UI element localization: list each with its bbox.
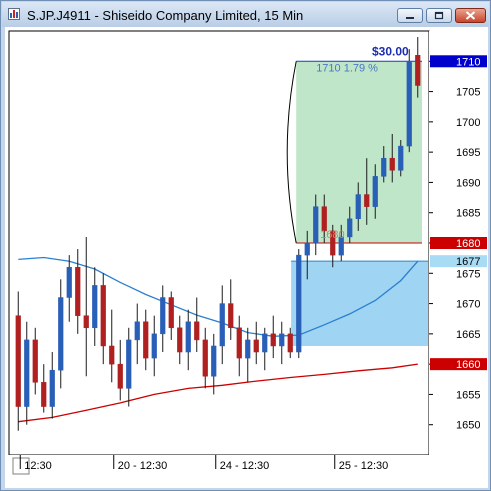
candle-body bbox=[66, 266, 72, 298]
slow-moving-average-line bbox=[18, 363, 418, 423]
candle-body bbox=[75, 266, 81, 316]
target-label: 1710 1.79 % bbox=[316, 62, 378, 74]
entry-label: 1680 bbox=[320, 229, 344, 241]
candle-body bbox=[202, 339, 208, 377]
y-tick-label: 1650 bbox=[456, 420, 480, 432]
candle-body bbox=[279, 333, 285, 347]
y-tick-label: 1665 bbox=[456, 329, 480, 341]
y-tick-label: 1705 bbox=[456, 87, 480, 99]
candle-body bbox=[151, 333, 157, 359]
candle-body bbox=[15, 315, 21, 407]
price-label-box bbox=[430, 55, 487, 68]
candle-body bbox=[304, 242, 310, 256]
corner-box bbox=[12, 457, 30, 475]
maximize-button[interactable] bbox=[426, 8, 452, 23]
candle-body bbox=[185, 321, 191, 353]
price-label-text: 1677 bbox=[456, 256, 480, 268]
candle-body bbox=[92, 285, 98, 329]
close-icon bbox=[465, 11, 476, 20]
y-tick-label: 1670 bbox=[456, 299, 480, 311]
candle-body bbox=[109, 345, 115, 365]
candle-body bbox=[406, 61, 412, 147]
price-label-text: 1680 bbox=[456, 238, 480, 250]
candle-body bbox=[219, 303, 225, 347]
minimize-icon bbox=[406, 17, 414, 19]
title-bar[interactable]: S.JP.J4911 - Shiseido Company Limited, 1… bbox=[2, 2, 489, 27]
maximize-icon bbox=[434, 11, 444, 20]
y-tick-label: 1690 bbox=[456, 177, 480, 189]
candle-body bbox=[194, 321, 200, 341]
candle-body bbox=[160, 297, 166, 335]
price-label-text: 1710 bbox=[456, 56, 480, 68]
app-icon bbox=[8, 8, 20, 20]
candle-body bbox=[100, 285, 106, 347]
candle-body bbox=[372, 176, 378, 207]
price-label-box bbox=[430, 237, 487, 249]
y-tick-label: 1695 bbox=[456, 147, 480, 159]
candle-body bbox=[211, 345, 217, 377]
candle-body bbox=[245, 339, 251, 359]
minimize-button[interactable] bbox=[397, 8, 423, 23]
window-title: S.JP.J4911 - Shiseido Company Limited, 1… bbox=[27, 8, 304, 23]
candle-body bbox=[126, 339, 132, 389]
candle-body bbox=[41, 382, 47, 407]
candle-body bbox=[321, 206, 327, 232]
candle-body bbox=[296, 254, 302, 353]
candle-body bbox=[177, 327, 183, 353]
candle-body bbox=[270, 333, 276, 347]
candle-body bbox=[253, 339, 259, 353]
price-label-box bbox=[430, 358, 487, 371]
candle-body bbox=[262, 333, 268, 353]
profit-label: $30.00 bbox=[372, 44, 409, 58]
price-label-box bbox=[430, 255, 487, 268]
candle-body bbox=[168, 297, 174, 329]
candle-body bbox=[398, 145, 404, 171]
candle-body bbox=[236, 327, 242, 359]
candle-body bbox=[415, 54, 421, 86]
candle-body bbox=[355, 194, 361, 220]
candle-body bbox=[24, 339, 30, 407]
candle-body bbox=[117, 363, 123, 389]
candle-body bbox=[143, 321, 149, 359]
y-tick-label: 1655 bbox=[456, 389, 480, 401]
candle-body bbox=[381, 157, 387, 177]
x-tick-label: 24 - 12:30 bbox=[220, 460, 270, 472]
x-tick-label: 12:30 bbox=[24, 460, 52, 472]
candle-body bbox=[49, 369, 55, 407]
candle-body bbox=[338, 236, 344, 256]
x-tick-label: 25 - 12:30 bbox=[339, 460, 389, 472]
x-axis-band bbox=[5, 455, 488, 488]
trade-bracket bbox=[286, 61, 297, 244]
candle-body bbox=[58, 297, 64, 371]
y-tick-label: 1675 bbox=[456, 268, 480, 280]
chart-area[interactable]: $30.00 1710 1.79 % 1680 1650 1655 1660 1665 167… bbox=[5, 27, 488, 488]
price-chart[interactable]: $30.00 1710 1.79 % 1680 1650 1655 1660 1665 167… bbox=[5, 27, 488, 488]
price-label-text: 1660 bbox=[456, 359, 480, 371]
candle-body bbox=[134, 321, 140, 341]
candle-body bbox=[347, 218, 353, 238]
candle-body bbox=[313, 206, 319, 244]
candle-body bbox=[228, 303, 234, 329]
x-tick-label: 20 - 12:30 bbox=[118, 460, 168, 472]
candle-body bbox=[330, 230, 336, 256]
candle-body bbox=[389, 157, 395, 171]
y-tick-label: 1700 bbox=[456, 117, 480, 129]
close-button[interactable] bbox=[455, 8, 486, 23]
candle-body bbox=[32, 339, 38, 383]
y-tick-label: 1685 bbox=[456, 208, 480, 220]
candle-body bbox=[364, 194, 370, 207]
candle-body bbox=[287, 333, 293, 353]
candle-body bbox=[83, 315, 89, 329]
